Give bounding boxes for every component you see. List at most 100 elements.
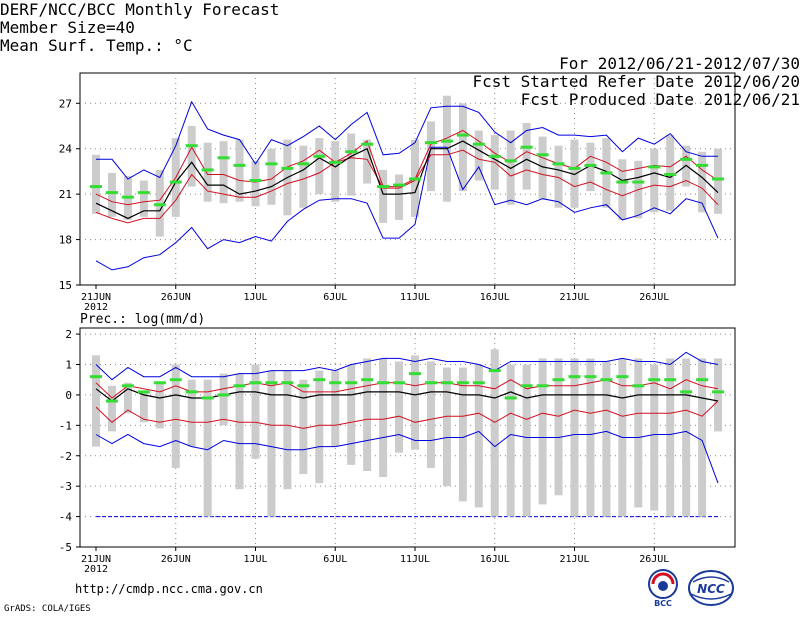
- grads-credit: GrADS: COLA/IGES: [4, 604, 91, 614]
- ensemble-box: [474, 364, 483, 508]
- ncc-logo: NCC: [688, 570, 734, 606]
- y-tick-label: -1: [59, 419, 72, 432]
- ensemble-box: [267, 370, 276, 517]
- ensemble-box: [203, 142, 212, 202]
- precipitation-panel: -5 -4 -3 -2 -1 0 1 2 21JUN 26JUN 1JUL 6JUL 11JUL 16JU…: [59, 327, 736, 575]
- series-line-mean-sd: [95, 400, 719, 429]
- y-tick-label: 2: [65, 328, 72, 341]
- chart-main-title: DERF/NCC/BCC Monthly Forecast: [0, 0, 280, 19]
- fcst-produced-label: Fcst Produced Date 2012/06/21: [520, 90, 800, 109]
- x-year-label: 2012: [84, 302, 108, 313]
- x-tick-label: 1JUL: [243, 292, 267, 303]
- y-tick-label: 1: [65, 359, 72, 372]
- ensemble-box: [267, 148, 276, 205]
- ensemble-box: [107, 172, 116, 217]
- ensemble-box: [411, 355, 419, 450]
- ensemble-box: [315, 370, 324, 484]
- ensemble-box: [426, 361, 435, 468]
- precipitation-panel-title: Prec.: log(mm/d): [80, 312, 205, 327]
- ensemble-box: [490, 349, 499, 517]
- ensemble-box: [235, 139, 244, 202]
- x-tick-label: 26JUN: [161, 554, 191, 565]
- x-tick-label: 26JUN: [161, 292, 191, 303]
- x-tick-label: 21JUN: [81, 292, 111, 303]
- ensemble-box: [155, 169, 164, 237]
- y-tick-label: 24: [59, 143, 73, 156]
- ensemble-box: [586, 358, 595, 517]
- logos: BCC NCC: [648, 569, 734, 608]
- ensemble-box: [538, 136, 547, 199]
- series-line-min: [96, 100, 718, 180]
- ensemble-box: [203, 379, 212, 517]
- ensemble-box: [538, 358, 547, 505]
- ensemble-box: [698, 151, 707, 213]
- ensemble-box: [474, 130, 483, 181]
- ncc-logo-text: NCC: [697, 582, 725, 596]
- series-line-mean-sd: [95, 149, 719, 224]
- plot-frame: [79, 327, 736, 548]
- fcst-started-label: Fcst Started Refer Date 2012/06/20: [472, 72, 800, 91]
- ensemble-box: [522, 364, 531, 517]
- ensemble-box: [395, 174, 404, 220]
- x-tick-label: 21JUL: [559, 554, 589, 565]
- ensemble-box: [171, 364, 180, 468]
- ensemble-box: [522, 122, 531, 190]
- ensemble-box: [347, 364, 356, 465]
- series-line-mean-sd: [95, 129, 719, 206]
- y-tick-label: 15: [59, 279, 72, 292]
- y-tick-label: 27: [59, 97, 72, 110]
- temperature-panel: 15 18 21 24 27 21JUN 26JUN 1JUL 6JUL 11JUL 16JUL 21…: [59, 72, 736, 313]
- ensemble-box: [570, 139, 579, 208]
- ensemble-box: [235, 373, 244, 490]
- ensemble-box: [363, 358, 372, 471]
- ensemble-box: [442, 367, 451, 487]
- ensemble-box: [554, 145, 563, 208]
- x-tick-label: 21JUN: [81, 554, 111, 565]
- ensemble-box: [251, 364, 260, 459]
- ensemble-box: [650, 364, 659, 511]
- ensemble-box: [219, 141, 228, 204]
- ensemble-box: [347, 133, 356, 196]
- ensemble-box: [331, 141, 340, 202]
- series-line-max: [95, 146, 719, 271]
- ensemble-box: [458, 103, 467, 192]
- ensemble-box: [506, 364, 515, 517]
- header-left: DERF/NCC/BCC Monthly Forecast Member Siz…: [0, 0, 800, 55]
- ensemble-box: [554, 358, 563, 496]
- ensemble-box: [650, 148, 659, 213]
- x-tick-label: 6JUL: [323, 292, 347, 303]
- y-tick-label: -4: [59, 511, 73, 524]
- plot-frame: [79, 72, 736, 286]
- ensemble-box: [107, 385, 116, 432]
- ensemble-box: [666, 135, 675, 211]
- y-tick-label: -5: [59, 541, 72, 554]
- ensemble-box: [315, 138, 324, 195]
- bcc-logo: BCC: [648, 569, 678, 608]
- x-tick-label: 1JUL: [243, 554, 267, 565]
- y-tick-label: -2: [59, 450, 72, 463]
- source-url[interactable]: http://cmdp.ncc.cma.gov.cn: [75, 582, 263, 596]
- ensemble-box: [586, 142, 595, 192]
- ensemble-box: [395, 361, 404, 453]
- ensemble-box: [666, 358, 675, 517]
- x-year-label: 2012: [84, 564, 108, 575]
- y-tick-label: 18: [59, 234, 72, 247]
- header-right: For 2012/06/21-2012/07/30 Fcst Started R…: [0, 54, 800, 109]
- ensemble-box: [219, 373, 228, 426]
- x-tick-label: 6JUL: [323, 554, 347, 565]
- ensemble-box: [570, 358, 579, 517]
- forecast-period-label: For 2012/06/21-2012/07/30: [559, 54, 800, 73]
- ensemble-box: [299, 145, 308, 208]
- member-size-label: Member Size=40: [0, 18, 135, 37]
- y-tick-label: 0: [65, 389, 72, 402]
- ensemble-box: [363, 139, 372, 184]
- x-tick-label: 11JUL: [400, 292, 430, 303]
- y-tick-label: 21: [59, 188, 72, 201]
- ensemble-box: [251, 160, 260, 207]
- ensemble-box: [602, 361, 611, 517]
- series-line-mean: [95, 388, 719, 402]
- ensemble-box: [714, 358, 723, 432]
- x-tick-label: 26JUL: [639, 554, 669, 565]
- ensemble-box: [506, 130, 515, 205]
